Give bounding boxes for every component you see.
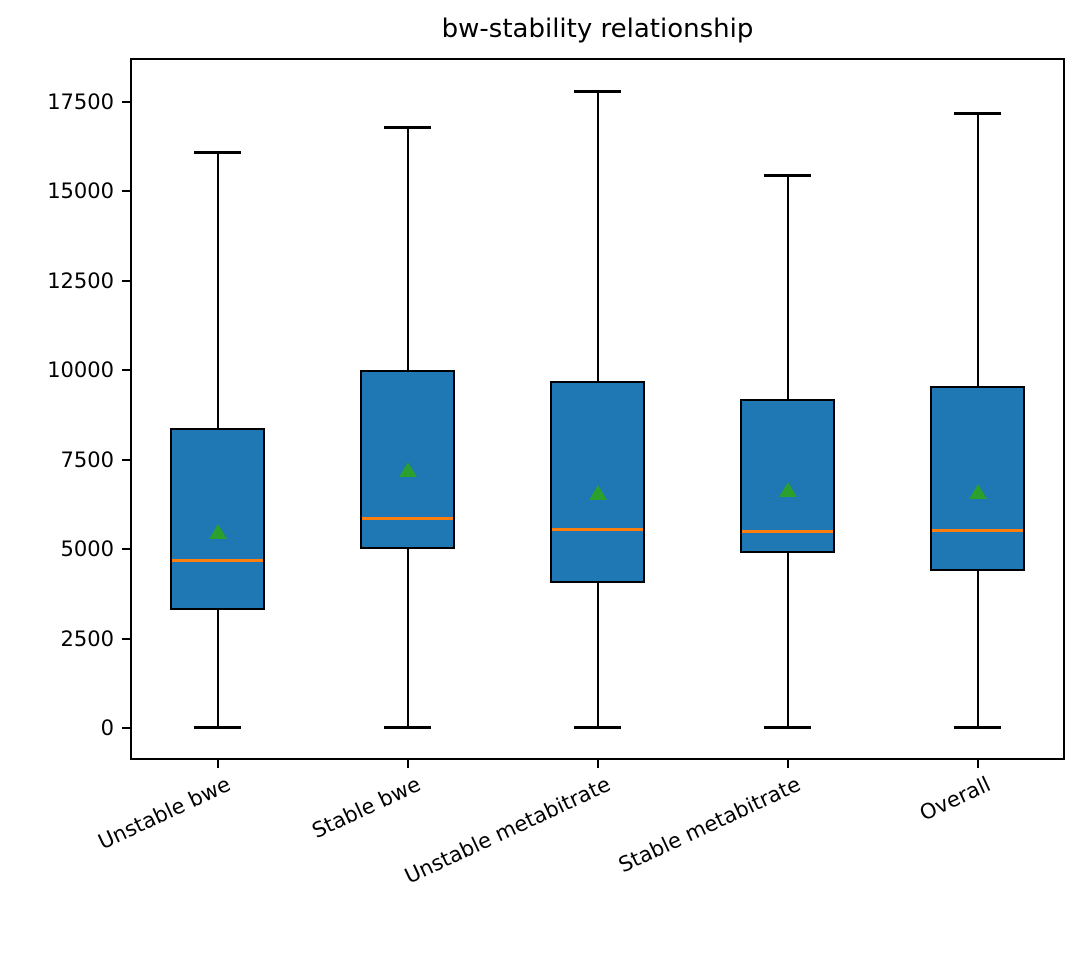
y-tick-mark [122,369,130,372]
y-tick-mark [122,279,130,282]
x-tick-label: Stable bwe [307,772,424,844]
plot-area [130,58,1065,760]
whisker-cap-top-unstable-bwe [193,150,242,154]
mean-marker-stable-metabitrate [778,481,797,497]
whisker-cap-bottom-unstable-metabitrate [573,726,622,730]
y-tick-label: 5000 [60,537,114,562]
x-tick-mark [976,760,979,768]
x-tick-label: Unstable metabitrate [400,772,614,889]
whisker-cap-bottom-overall [953,726,1002,730]
mean-marker-unstable-metabitrate [588,485,607,501]
y-tick-label: 12500 [47,268,114,293]
x-tick-mark [406,760,409,768]
whisker-cap-bottom-stable-bwe [383,726,432,730]
mean-marker-stable-bwe [398,461,417,477]
mean-marker-overall [968,484,987,500]
y-tick-label: 17500 [47,89,114,114]
median-line-stable-bwe [362,516,453,520]
y-tick-label: 0 [100,716,114,741]
whisker-cap-bottom-stable-metabitrate [763,726,812,730]
x-tick-label: Stable metabitrate [614,772,804,878]
median-line-unstable-bwe [172,559,263,563]
median-line-stable-metabitrate [742,530,833,534]
y-tick-mark [122,548,130,551]
median-line-unstable-metabitrate [552,527,643,531]
x-tick-mark [596,760,599,768]
y-tick-label: 2500 [60,626,114,651]
y-tick-label: 10000 [47,358,114,383]
y-tick-mark [122,190,130,193]
box-stable-bwe [360,370,455,550]
y-tick-mark [122,637,130,640]
box-overall [930,386,1025,571]
chart-title: bw-stability relationship [441,14,754,44]
box-unstable-metabitrate [550,381,645,584]
y-tick-mark [122,100,130,103]
whisker-cap-top-stable-bwe [383,125,432,129]
whisker-cap-top-overall [953,111,1002,115]
box-stable-metabitrate [740,398,835,553]
x-tick-label: Unstable bwe [93,772,234,855]
y-tick-label: 7500 [60,447,114,472]
whisker-cap-top-unstable-metabitrate [573,90,622,94]
y-tick-mark [122,458,130,461]
x-tick-label: Overall [915,772,994,826]
whisker-cap-bottom-unstable-bwe [193,726,242,730]
y-tick-mark [122,727,130,730]
whisker-cap-top-stable-metabitrate [763,174,812,178]
box-unstable-bwe [170,427,265,611]
x-tick-mark [786,760,789,768]
x-tick-mark [216,760,219,768]
mean-marker-unstable-bwe [208,524,227,540]
y-tick-label: 15000 [47,179,114,204]
median-line-overall [932,529,1023,533]
